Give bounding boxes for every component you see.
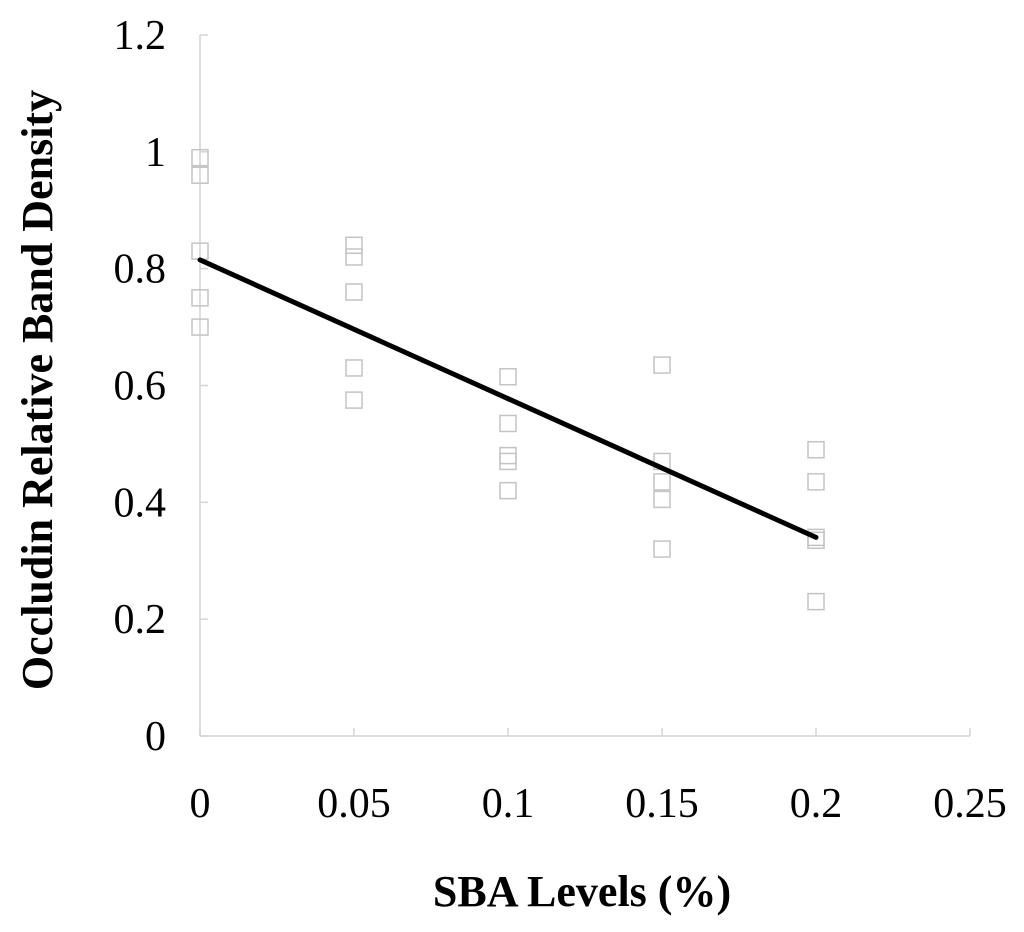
data-point — [191, 318, 209, 336]
x-tick-label: 0.2 — [790, 781, 843, 827]
data-point — [499, 452, 517, 471]
data-point — [345, 283, 363, 301]
data-point — [191, 166, 209, 184]
data-point — [191, 148, 209, 167]
data-point — [499, 367, 517, 386]
trend-line — [197, 257, 819, 540]
data-point — [345, 391, 363, 409]
data-point — [807, 531, 825, 550]
data-point — [345, 236, 363, 255]
data-point — [191, 289, 209, 307]
y-tick-label: 1 — [145, 130, 166, 176]
data-point — [807, 441, 825, 459]
data-point — [653, 356, 671, 374]
data-points — [191, 148, 825, 611]
data-point — [499, 481, 517, 500]
data-point — [345, 248, 363, 266]
x-tick-label: 0.15 — [625, 781, 699, 827]
y-tick-label: 0.2 — [114, 597, 167, 643]
x-axis-title: SBA Levels (%) — [433, 867, 731, 916]
data-point — [653, 490, 671, 509]
data-point — [807, 473, 825, 491]
axes — [199, 35, 970, 737]
y-tick-label: 0.4 — [114, 480, 167, 526]
x-tick-label: 0.25 — [933, 781, 1007, 827]
y-ticks: 0 0.2 0.4 0.6 0.8 1 1.2 — [114, 13, 208, 760]
y-tick-label: 1.2 — [114, 13, 167, 59]
y-axis-title: Occludin Relative Band Density — [13, 90, 62, 690]
x-tick-label: 0.05 — [317, 781, 391, 827]
data-point — [499, 414, 517, 433]
data-point — [653, 473, 671, 491]
x-tick-label: 0.1 — [482, 781, 535, 827]
y-tick-label: 0.6 — [114, 364, 167, 410]
data-point — [653, 540, 671, 558]
data-point — [345, 359, 363, 377]
data-point — [807, 592, 825, 611]
y-tick-label: 0.8 — [114, 247, 167, 293]
x-ticks: 0 0.05 0.1 0.15 0.2 0.25 — [190, 728, 1007, 827]
data-point — [499, 446, 517, 465]
y-tick-label: 0 — [145, 714, 166, 760]
x-tick-label: 0 — [190, 781, 211, 827]
